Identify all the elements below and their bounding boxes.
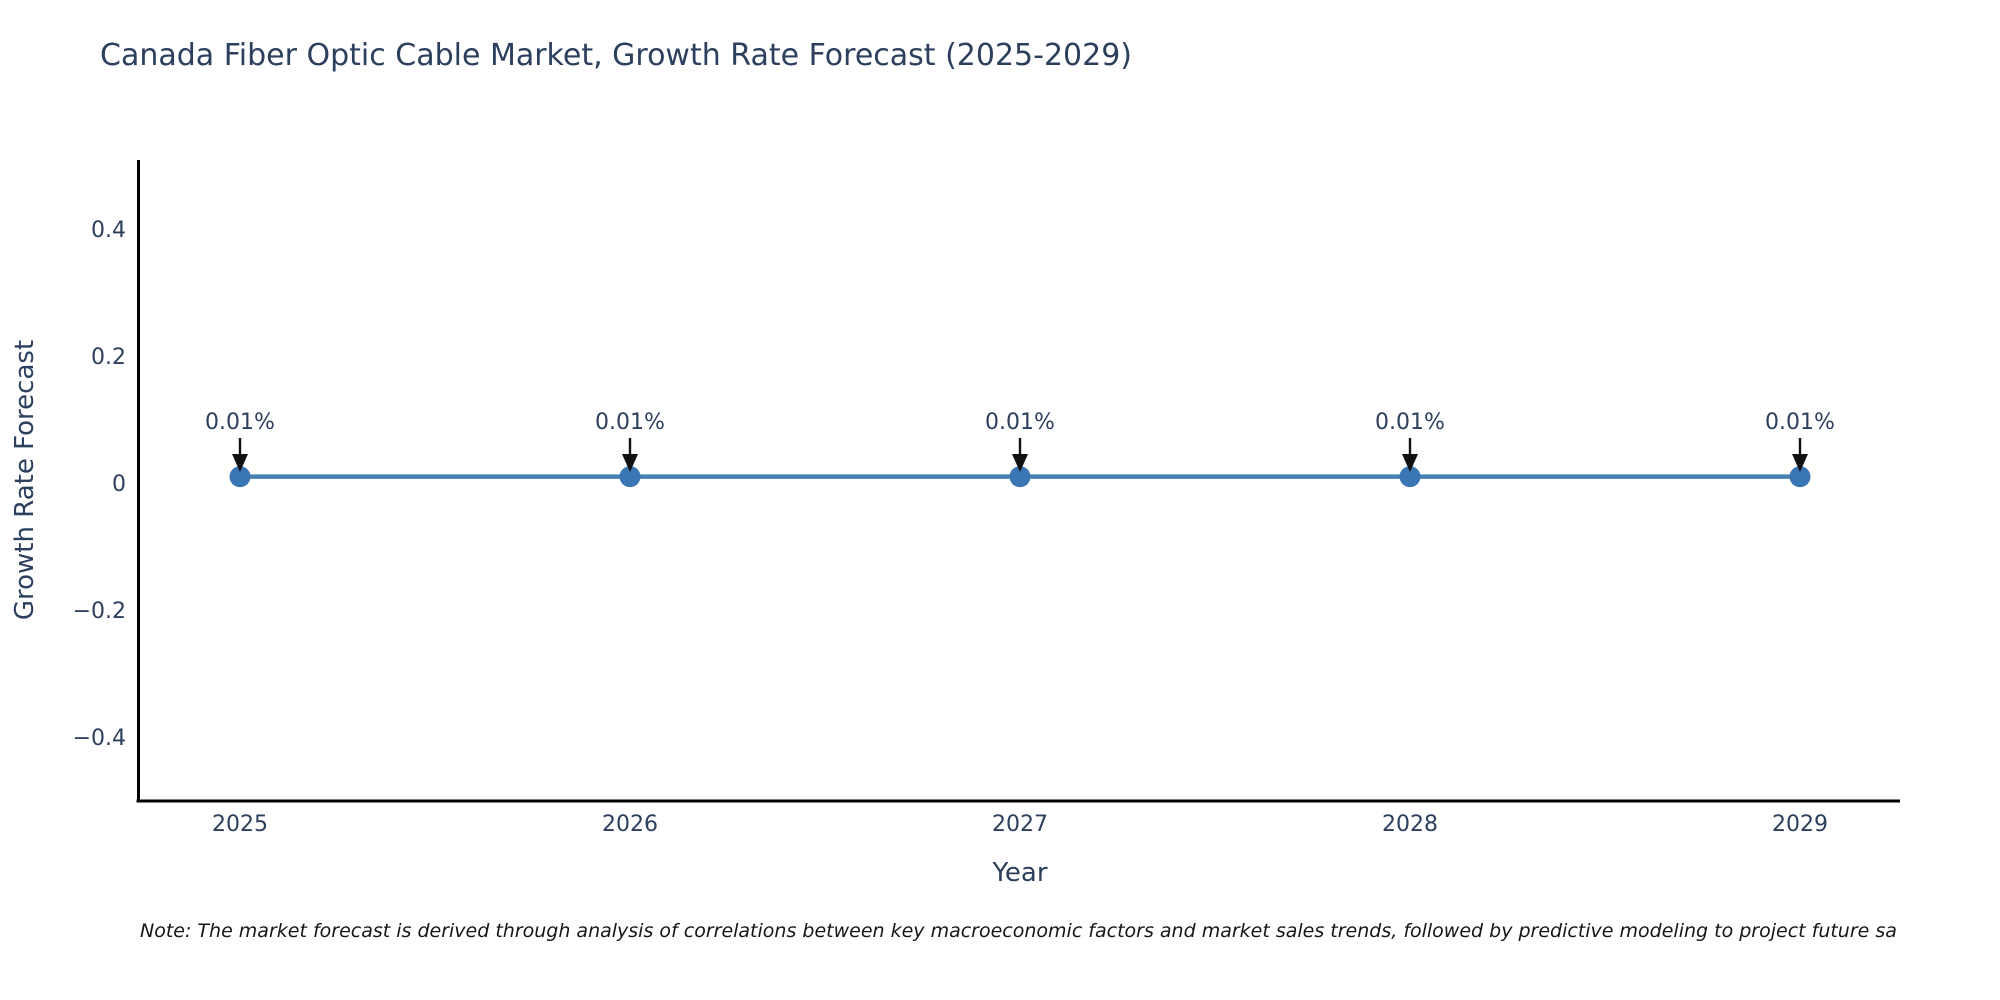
annotation-arrow-head [1402,454,1418,472]
x-tick-label: 2026 [602,812,658,837]
x-tick-label: 2025 [212,812,268,837]
point-annotation: 0.01% [1765,410,1835,435]
x-tick-label: 2028 [1382,812,1438,837]
annotation-arrow-head [1792,454,1808,472]
point-annotation: 0.01% [595,410,665,435]
y-tick-label: −0.2 [73,599,126,624]
x-axis-label: Year [992,858,1048,888]
chart-title: Canada Fiber Optic Cable Market, Growth … [100,38,1133,73]
point-annotation: 0.01% [985,410,1055,435]
y-tick-label: 0 [112,472,126,497]
x-tick-label: 2027 [992,812,1048,837]
y-tick-label: −0.4 [73,726,126,751]
y-tick-label: 0.4 [91,218,126,243]
data-point [229,466,251,488]
annotation-arrow-head [232,454,248,472]
point-annotation: 0.01% [1375,410,1445,435]
data-point [1009,466,1031,488]
annotation-arrow-head [622,454,638,472]
data-point [1789,466,1811,488]
x-tick-label: 2029 [1772,812,1828,837]
data-point [1399,466,1421,488]
point-annotation: 0.01% [205,410,275,435]
footnote: Note: The market forecast is derived thr… [140,920,1897,942]
y-tick-label: 0.2 [91,345,126,370]
annotation-arrow-head [1012,454,1028,472]
data-point [619,466,641,488]
